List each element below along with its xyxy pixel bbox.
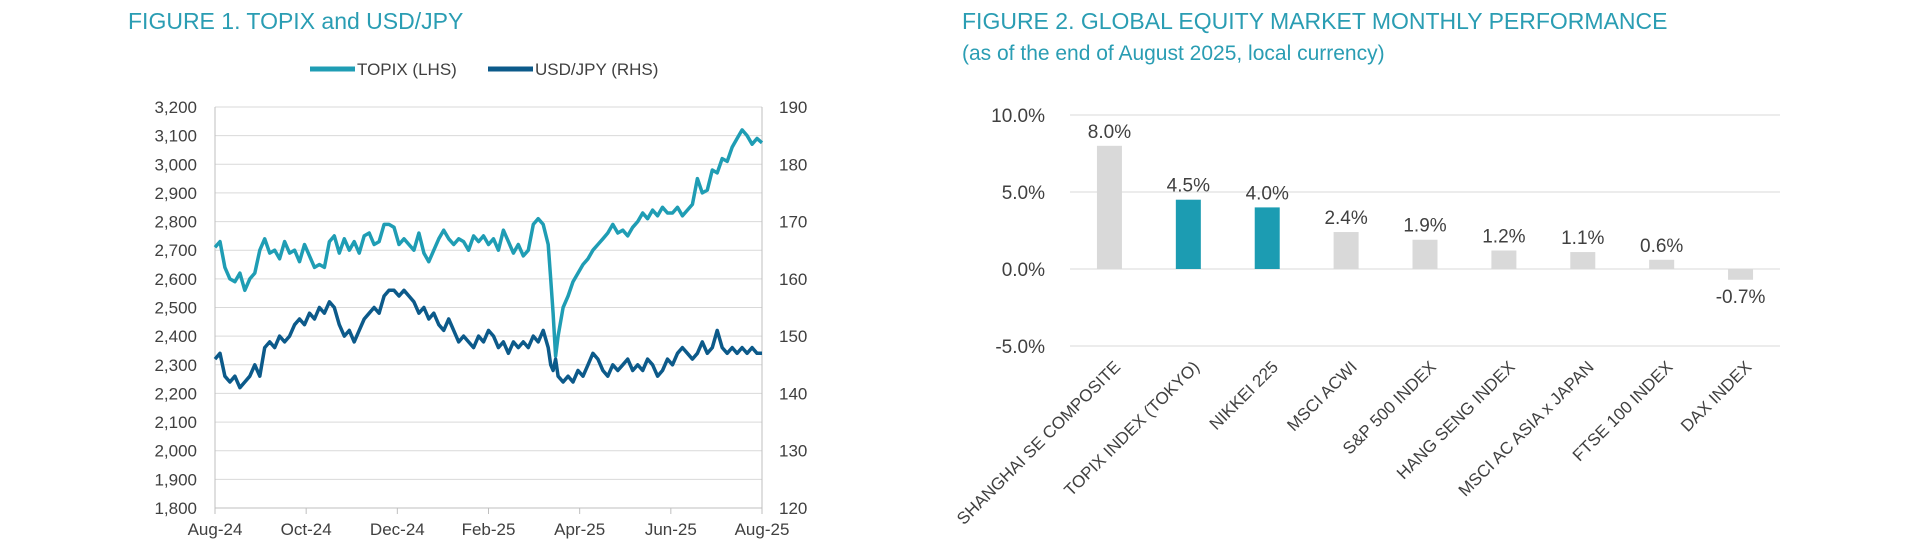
y-left-tick-label: 2,000: [154, 442, 197, 461]
category-label: DAX INDEX: [1677, 357, 1755, 435]
y-left-tick-label: 2,700: [154, 241, 197, 260]
category-label: MSCI AC ASIA x JAPAN: [1455, 357, 1598, 500]
bar-3: [1254, 207, 1280, 269]
legend-label: USD/JPY (RHS): [535, 60, 658, 79]
bar-5: [1412, 239, 1438, 269]
y-left-tick-label: 1,800: [154, 499, 197, 518]
y-left-tick-label: 3,200: [154, 98, 197, 117]
y-left-tick-label: 2,100: [154, 413, 197, 432]
y-left-tick-label: 2,300: [154, 356, 197, 375]
data-label: -0.7%: [1716, 287, 1766, 308]
topix-usdjpy-line-chart: 3,200 3,100 3,000 2,900 2,800 2,700 2,600 2,500…: [154, 60, 807, 539]
y-right-tick-label: 140: [779, 384, 807, 403]
x-tick-label: Aug-25: [735, 520, 790, 539]
data-label: 0.6%: [1640, 236, 1683, 257]
data-label: 4.0%: [1246, 183, 1289, 204]
y-left-tick-label: 3,100: [154, 127, 197, 146]
x-tick-label: Feb-25: [462, 520, 516, 539]
y-right-tick-label: 120: [779, 499, 807, 518]
y-left-tick-label: 1,900: [154, 470, 197, 489]
y-right-tick-label: 170: [779, 213, 807, 232]
topix-series-line: [213, 128, 764, 358]
y-left-tick-label: 2,800: [154, 213, 197, 232]
bar-8: [1649, 259, 1675, 269]
data-label: 4.5%: [1167, 176, 1210, 197]
y-left-tick-label: 2,400: [154, 327, 197, 346]
data-label: 1.1%: [1561, 228, 1604, 249]
y-right-tick-label: 150: [779, 327, 807, 346]
x-tick-label: Oct-24: [281, 520, 332, 539]
category-label: NIKKEI 225: [1206, 357, 1282, 433]
data-label: 8.0%: [1088, 122, 1131, 143]
y-left-tick-label: 3,000: [154, 155, 197, 174]
y-tick-label: 5.0%: [1002, 183, 1045, 204]
figure2-subtitle: (as of the end of August 2025, local cur…: [962, 42, 1385, 65]
bar-2: [1175, 199, 1201, 269]
equity-performance-bar-chart: 10.0% 5.0% 0.0% -5.0% 8.0% SHANGHAI SE COMPOS…: [953, 106, 1780, 528]
y-left-tick-label: 2,900: [154, 184, 197, 203]
y-left-tick-label: 2,600: [154, 270, 197, 289]
category-label: MSCI ACWI: [1283, 357, 1361, 435]
y-right-tick-label: 160: [779, 270, 807, 289]
bar-4: [1333, 232, 1359, 269]
y-left-tick-label: 2,500: [154, 299, 197, 318]
data-label: 1.9%: [1403, 216, 1446, 237]
data-label: 2.4%: [1324, 208, 1367, 229]
x-tick-label: Jun-25: [645, 520, 697, 539]
x-tick-label: Dec-24: [370, 520, 425, 539]
y-left-tick-label: 2,200: [154, 384, 197, 403]
y-tick-label: -5.0%: [995, 337, 1045, 358]
category-label: SHANGHAI SE COMPOSITE: [953, 357, 1124, 528]
data-label: 1.2%: [1482, 227, 1525, 248]
figure2-title: FIGURE 2. GLOBAL EQUITY MARKET MONTHLY P…: [962, 8, 1668, 34]
x-tick-label: Apr-25: [554, 520, 605, 539]
usdjpy-series-line: [213, 288, 762, 390]
category-label: TOPIX INDEX (TOKYO): [1061, 357, 1204, 500]
y-tick-label: 10.0%: [991, 106, 1045, 127]
y-tick-label: 0.0%: [1002, 260, 1045, 281]
bar-6: [1491, 250, 1517, 269]
bar-1: [1096, 145, 1122, 269]
bar-9: [1728, 269, 1754, 280]
x-tick-label: Aug-24: [188, 520, 243, 539]
legend-label: TOPIX (LHS): [357, 60, 457, 79]
bar-7: [1570, 252, 1596, 269]
figure1-title: FIGURE 1. TOPIX and USD/JPY: [128, 8, 464, 34]
y-right-tick-label: 180: [779, 155, 807, 174]
y-right-tick-label: 190: [779, 98, 807, 117]
y-right-tick-label: 130: [779, 442, 807, 461]
